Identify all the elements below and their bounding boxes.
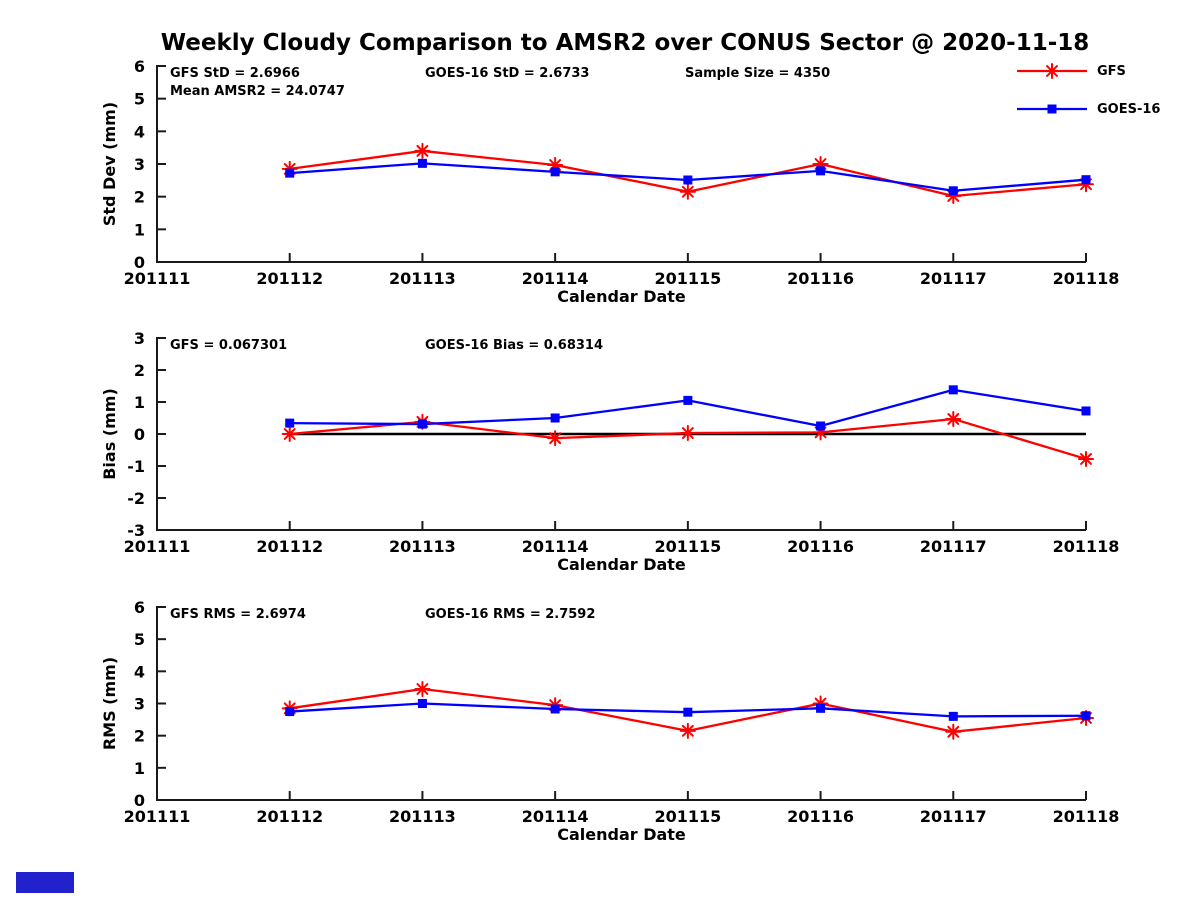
svg-text:5: 5	[134, 90, 145, 109]
svg-text:2: 2	[134, 188, 145, 207]
svg-text:201116: 201116	[787, 537, 854, 556]
svg-text:201113: 201113	[389, 537, 456, 556]
svg-text:6: 6	[134, 598, 145, 617]
svg-text:3: 3	[134, 329, 145, 348]
svg-text:201113: 201113	[389, 269, 456, 288]
svg-text:201114: 201114	[522, 269, 589, 288]
svg-text:2: 2	[134, 361, 145, 380]
svg-text:2: 2	[134, 727, 145, 746]
svg-text:201111: 201111	[124, 269, 191, 288]
svg-text:201117: 201117	[920, 537, 987, 556]
legend-label-goes16: GOES-16	[1097, 101, 1161, 117]
svg-text:-2: -2	[127, 489, 145, 508]
legend-item-gfs: GFS	[1015, 62, 1160, 80]
legend: GFS GOES-16	[1015, 62, 1160, 138]
svg-text:-3: -3	[127, 521, 145, 540]
svg-text:1: 1	[134, 393, 145, 412]
svg-text:6: 6	[134, 57, 145, 76]
svg-text:201114: 201114	[522, 807, 589, 826]
svg-text:201112: 201112	[256, 269, 323, 288]
svg-text:5: 5	[134, 630, 145, 649]
svg-text:Calendar Date: Calendar Date	[557, 287, 686, 306]
svg-text:0: 0	[134, 791, 145, 810]
svg-text:201118: 201118	[1053, 537, 1120, 556]
chart-title: Weekly Cloudy Comparison to AMSR2 over C…	[160, 30, 1090, 56]
svg-text:1: 1	[134, 759, 145, 778]
svg-text:201115: 201115	[654, 269, 721, 288]
svg-text:GOES-16 Bias = 0.68314: GOES-16 Bias = 0.68314	[425, 338, 603, 353]
svg-text:201114: 201114	[522, 537, 589, 556]
svg-text:GFS = 0.067301: GFS = 0.067301	[170, 338, 287, 353]
svg-text:Calendar Date: Calendar Date	[557, 555, 686, 574]
svg-text:201115: 201115	[654, 537, 721, 556]
svg-text:-1: -1	[127, 457, 145, 476]
legend-item-goes16: GOES-16	[1015, 100, 1160, 118]
svg-text:GOES-16 StD = 2.6733: GOES-16 StD = 2.6733	[425, 66, 589, 81]
svg-text:201117: 201117	[920, 269, 987, 288]
svg-text:201111: 201111	[124, 807, 191, 826]
svg-text:201112: 201112	[256, 807, 323, 826]
svg-text:201112: 201112	[256, 537, 323, 556]
svg-text:201113: 201113	[389, 807, 456, 826]
svg-text:0: 0	[134, 425, 145, 444]
svg-text:Sample Size = 4350: Sample Size = 4350	[685, 66, 830, 81]
svg-text:3: 3	[134, 695, 145, 714]
svg-text:201116: 201116	[787, 269, 854, 288]
svg-text:Mean AMSR2 = 24.0747: Mean AMSR2 = 24.0747	[170, 84, 345, 99]
svg-text:3: 3	[134, 155, 145, 174]
svg-text:GFS RMS = 2.6974: GFS RMS = 2.6974	[170, 607, 306, 622]
svg-text:1: 1	[134, 220, 145, 239]
svg-text:201117: 201117	[920, 807, 987, 826]
svg-text:201115: 201115	[654, 807, 721, 826]
bottom-left-blue-artifact	[16, 872, 74, 893]
svg-text:Calendar Date: Calendar Date	[557, 825, 686, 844]
legend-label-gfs: GFS	[1097, 63, 1126, 79]
svg-text:201116: 201116	[787, 807, 854, 826]
goes16-line-marker-icon	[1017, 104, 1087, 114]
svg-text:4: 4	[134, 662, 145, 681]
svg-text:201118: 201118	[1053, 807, 1120, 826]
svg-text:0: 0	[134, 253, 145, 272]
svg-text:Bias (mm): Bias (mm)	[100, 388, 119, 480]
svg-text:201111: 201111	[124, 537, 191, 556]
svg-text:Std Dev (mm): Std Dev (mm)	[100, 102, 119, 226]
svg-text:GFS StD = 2.6966: GFS StD = 2.6966	[170, 66, 300, 81]
svg-text:RMS (mm): RMS (mm)	[100, 657, 119, 750]
gfs-line-marker-icon	[1017, 63, 1087, 79]
svg-text:4: 4	[134, 122, 145, 141]
svg-text:201118: 201118	[1053, 269, 1120, 288]
svg-text:GOES-16 RMS = 2.7592: GOES-16 RMS = 2.7592	[425, 607, 595, 622]
